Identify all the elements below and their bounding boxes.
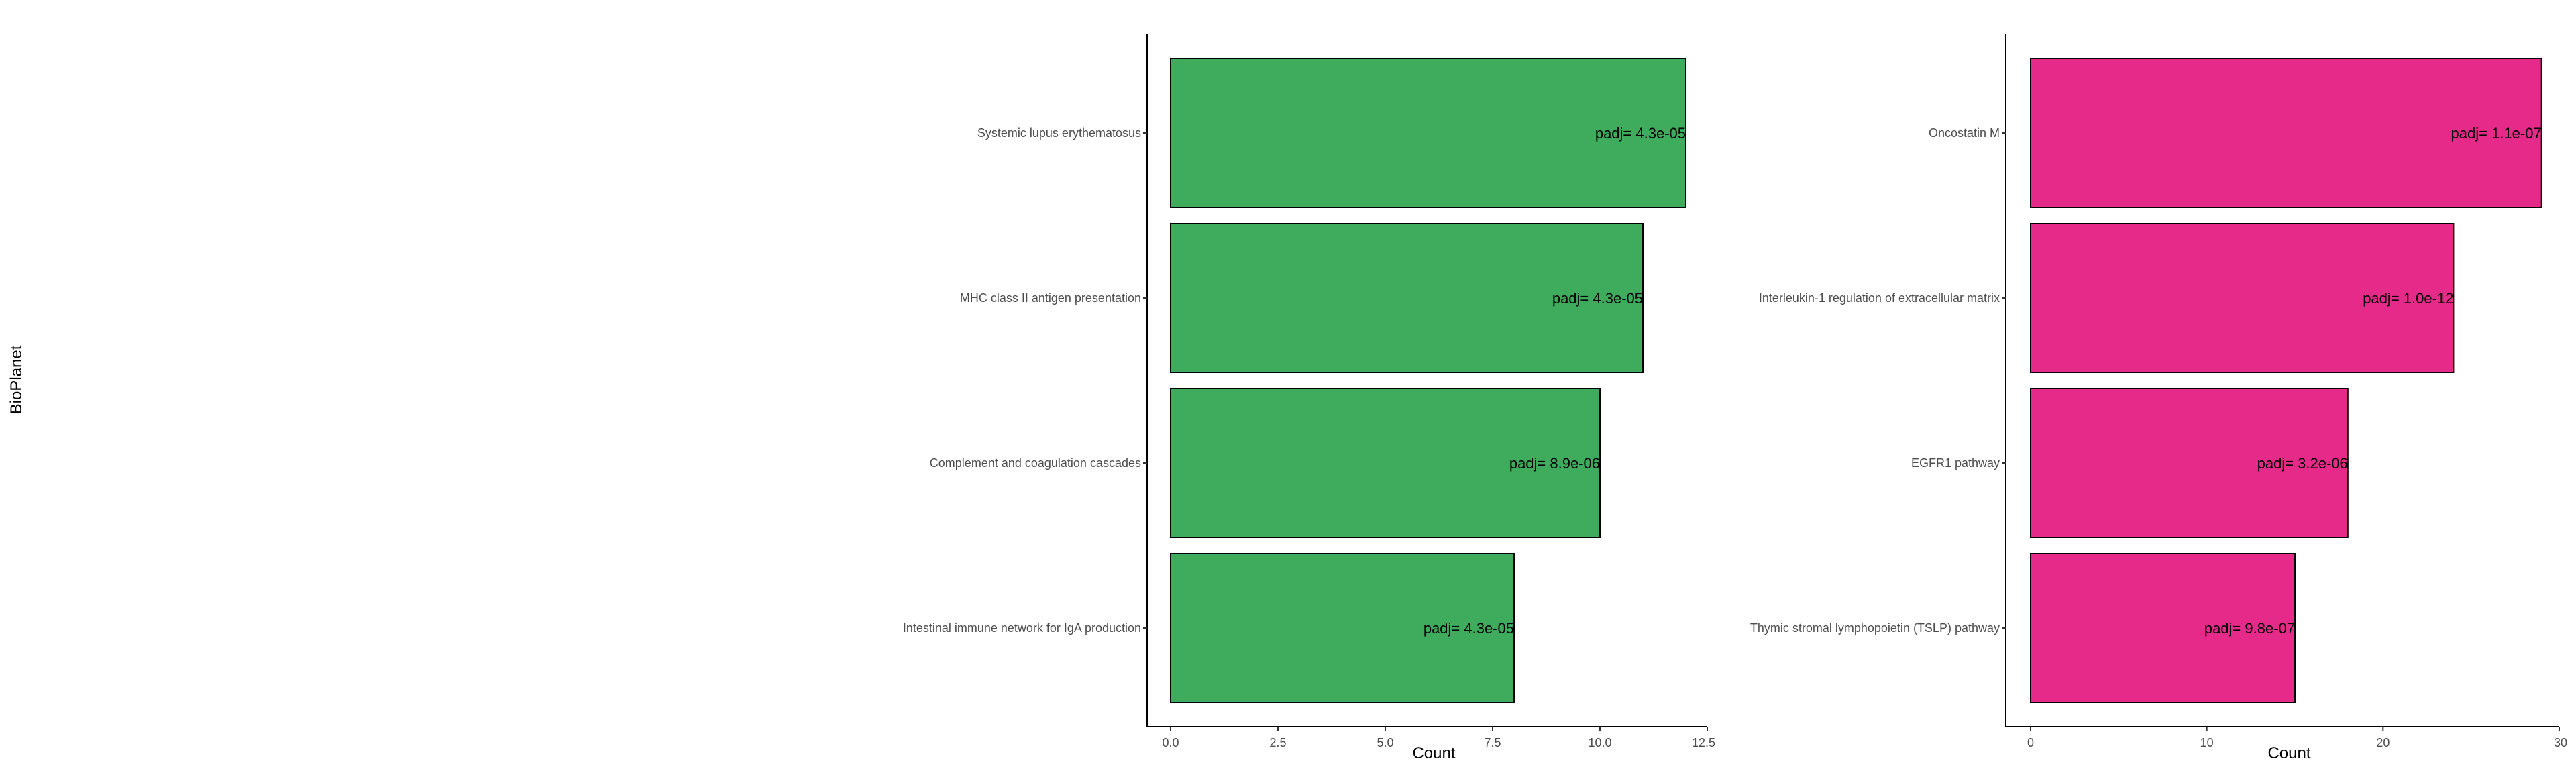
bar-value-label: padj= 1.0e-12: [2363, 290, 2453, 307]
category-label: Systemic lupus erythematosus: [977, 126, 1141, 140]
bar-value-label: padj= 8.9e-06: [1509, 455, 1600, 472]
bar: [2030, 58, 2542, 208]
bar-value-label: padj= 4.3e-05: [1424, 620, 1514, 637]
bar-value-label: padj= 9.8e-07: [2204, 620, 2295, 637]
category-label: MHC class II antigen presentation: [960, 291, 1141, 305]
bar: [1170, 388, 1601, 538]
bar: [2030, 388, 2349, 538]
x-tick-label: 2.5: [1269, 736, 1286, 750]
bar-value-label: padj= 4.3e-05: [1552, 290, 1643, 307]
panel-left: Systemic lupus erythematosus padj= 4.3e-0…: [903, 34, 1715, 762]
category-label: EGFR1 pathway: [1911, 456, 2000, 470]
bar: [1170, 58, 1686, 208]
category-label: Interleukin-1 regulation of extracellula…: [1759, 291, 2000, 305]
bar: [1170, 223, 1644, 373]
x-tick-label: 0: [2027, 736, 2034, 750]
x-tick-label: 12.5: [1692, 736, 1715, 750]
panel-right: Oncostatin M padj= 1.1e-07 Interleukin-1 r…: [1750, 34, 2567, 762]
bar-value-label: padj= 3.2e-06: [2257, 455, 2348, 472]
x-axis-title: Count: [2267, 744, 2310, 762]
bar: [2030, 553, 2296, 703]
x-tick-label: 0.0: [1162, 736, 1179, 750]
x-axis-title: Count: [1412, 744, 1455, 762]
x-tick-label: 5.0: [1377, 736, 1393, 750]
bar-value-label: padj= 4.3e-05: [1595, 125, 1686, 142]
category-label: Thymic stromal lymphopoietin (TSLP) path…: [1750, 621, 2000, 635]
x-tick-label: 30: [2554, 736, 2567, 750]
x-tick-label: 7.5: [1484, 736, 1501, 750]
x-tick-label: 10: [2200, 736, 2214, 750]
x-tick-label: 20: [2376, 736, 2390, 750]
bar: [1170, 553, 1515, 703]
bar: [2030, 223, 2455, 373]
category-label: Intestinal immune network for IgA produc…: [903, 621, 1141, 635]
y-axis-title: BioPlanet: [7, 345, 25, 414]
x-tick-label: 10.0: [1588, 736, 1611, 750]
category-label: Oncostatin M: [1929, 126, 2000, 140]
bar-value-label: padj= 1.1e-07: [2451, 125, 2542, 142]
category-label: Complement and coagulation cascades: [930, 456, 1141, 470]
